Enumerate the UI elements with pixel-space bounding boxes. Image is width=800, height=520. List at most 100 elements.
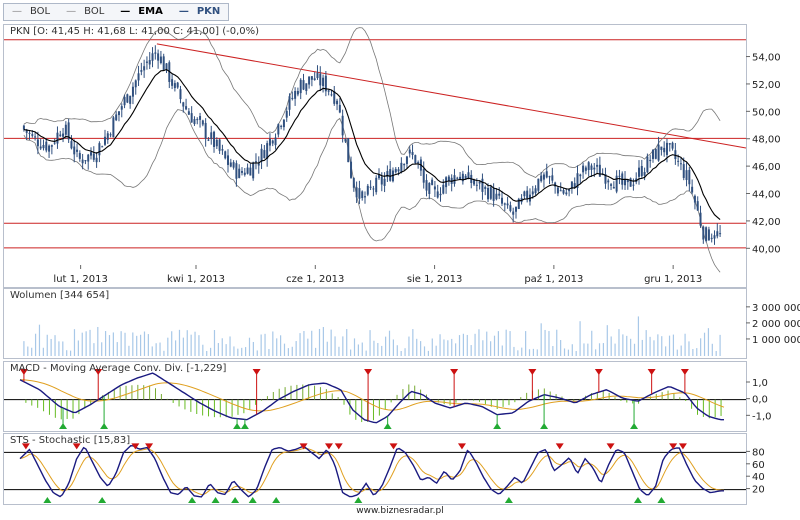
candle-body [171,79,174,86]
indicator-legend: — BOL — BOL — EMA — PKN [3,3,230,21]
candle-body [598,164,601,177]
candle-body [227,155,230,165]
candle-body [710,237,713,239]
candle-body [112,117,115,138]
legend-swatch: — [12,6,22,17]
candle-body [291,97,294,99]
price-candle [336,98,339,111]
candle-body [506,203,509,206]
volume-bar [369,330,371,356]
price-candle [688,166,691,192]
price-candle [710,233,713,243]
candle-body [271,140,274,144]
price-candle [333,85,336,106]
volume-bar [190,334,192,356]
candle-body [310,76,313,80]
sell-signal-marker [19,369,28,375]
candle-body [330,94,333,96]
price-candle [654,148,657,160]
price-candle [618,169,621,185]
sell-signal-marker [594,369,603,375]
candle-body [157,53,160,61]
price-candle [696,196,699,212]
volume-bar [637,316,640,356]
macd-chart[interactable] [4,362,746,431]
volume-bar [439,334,441,356]
price-panel: lut 1, 2013 kwi 1, 2013 cze 1, 2013 sie 1, … [3,24,747,288]
candle-body [350,161,353,178]
candle-body [556,187,559,194]
price-candle [123,94,126,109]
candle-body [143,66,146,71]
candle-body [190,113,193,123]
volume-bar [525,331,527,356]
price-candle [185,98,188,111]
price-candle [352,177,355,192]
volume-bar [85,331,87,356]
price-candle [59,130,62,137]
stochastic-chart[interactable] [4,434,746,504]
candle-body [405,156,408,164]
volume-bar [116,342,118,356]
volume-chart[interactable] [4,289,746,358]
volume-bar [556,329,558,356]
candle-body [296,91,299,95]
sell-signal-marker [450,369,459,375]
volume-bar [392,339,394,356]
legend-item-bol-lower[interactable]: — BOL [58,4,112,20]
candle-body [221,149,224,151]
price-candle [691,179,694,195]
candle-body [64,124,67,135]
price-candle [456,176,459,180]
price-candle [48,144,51,158]
price-candle [400,157,403,174]
candle-body [134,80,137,88]
candle-body [50,145,53,147]
buy-signal-marker [540,423,549,429]
price-candle [534,185,537,196]
price-candle [716,223,719,239]
candle-body [433,186,436,190]
volume-bar [474,333,476,356]
volume-bar [120,331,122,356]
candle-body [671,142,674,149]
candle-body [568,189,571,192]
price-candle [56,126,59,149]
volume-bar [451,338,453,356]
volume-bar [237,348,239,356]
candle-body [372,188,375,190]
price-candle [288,93,291,116]
candle-body [126,94,129,103]
candle-body [422,168,425,183]
legend-item-ema[interactable]: — EMA [112,4,171,20]
price-candle [151,47,154,68]
price-candle [649,155,652,168]
price-candle [215,137,218,149]
legend-item-bol-upper[interactable]: — BOL [4,4,58,20]
candle-body [464,175,467,179]
volume-bar [571,344,573,356]
buy-signal-marker [233,423,242,429]
price-candle [668,142,671,152]
price-candle [503,202,506,212]
candle-body [341,115,344,136]
price-candle [447,174,450,186]
price-candle [495,188,498,201]
candle-body [31,134,34,136]
price-candle [313,72,316,81]
price-candle [87,153,90,170]
volume-bar [583,343,585,356]
candle-body [199,116,202,120]
price-candle [498,187,501,200]
sell-signal-marker [457,443,466,450]
candle-body [375,177,378,193]
volume-bar [563,348,566,356]
price-chart[interactable]: lut 1, 2013 kwi 1, 2013 cze 1, 2013 sie 1, … [4,25,747,287]
price-candle [554,181,557,194]
legend-item-pkn[interactable]: — PKN [171,4,228,20]
price-candle [425,174,428,197]
price-candle [660,146,663,156]
volume-bar [42,347,44,356]
candle-body [665,142,668,155]
candle-body [260,148,263,162]
